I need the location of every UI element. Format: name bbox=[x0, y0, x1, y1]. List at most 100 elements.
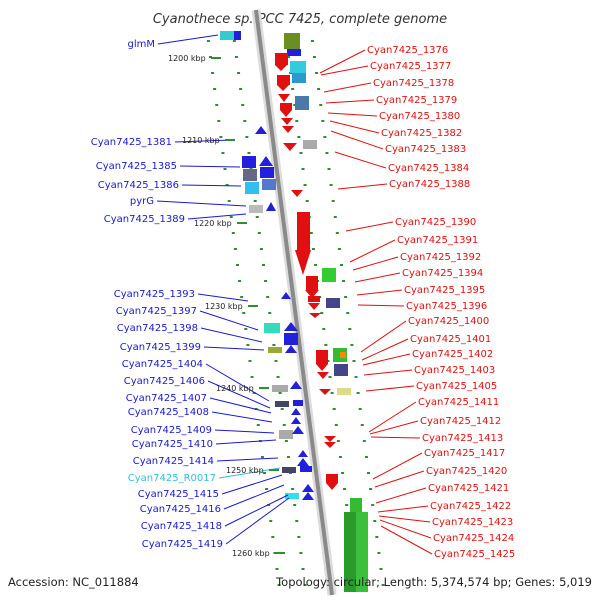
gene-label-left: Cyan7425_1399 bbox=[120, 342, 201, 353]
gene-feature bbox=[350, 498, 362, 512]
genome-backbone bbox=[251, 9, 337, 596]
gene-feature bbox=[326, 298, 340, 308]
gene-label-right: Cyan7425_1383 bbox=[385, 144, 466, 155]
gene-feature bbox=[277, 85, 289, 91]
gene-label-right: Cyan7425_1392 bbox=[400, 252, 481, 263]
gene-feature bbox=[255, 126, 267, 134]
gene-label-right: Cyan7425_1396 bbox=[406, 301, 487, 312]
gene-feature bbox=[291, 408, 301, 415]
gene-label-right: Cyan7425_1413 bbox=[422, 433, 503, 444]
gene-feature bbox=[264, 323, 280, 333]
gene-feature bbox=[279, 430, 293, 439]
gene-feature bbox=[275, 53, 288, 65]
gene-feature bbox=[324, 442, 336, 448]
gene-label-right: Cyan7425_1391 bbox=[397, 235, 478, 246]
gene-feature bbox=[305, 290, 319, 298]
gene-label-left: Cyan7425_1414 bbox=[133, 456, 214, 467]
gene-feature bbox=[303, 140, 317, 149]
gene-feature bbox=[291, 190, 303, 197]
gene-label-right: Cyan7425_1380 bbox=[379, 111, 460, 122]
gene-label-right: Cyan7425_1376 bbox=[367, 45, 448, 56]
gene-feature bbox=[295, 96, 309, 110]
gene-label-right: Cyan7425_1421 bbox=[428, 483, 509, 494]
gene-label-right: Cyan7425_1420 bbox=[426, 466, 507, 477]
gene-feature bbox=[316, 364, 328, 371]
gene-feature bbox=[302, 484, 314, 492]
gene-feature bbox=[293, 400, 303, 406]
gene-feature bbox=[290, 381, 302, 389]
gene-label-right: Cyan7425_1394 bbox=[402, 268, 483, 279]
gene-label-left: Cyan7425_1404 bbox=[122, 359, 203, 370]
gene-label-left: pyrG bbox=[130, 196, 154, 207]
gene-label-right: Cyan7425_1377 bbox=[370, 61, 451, 72]
gene-feature bbox=[297, 458, 309, 466]
gene-label-left: Cyan7425_1389 bbox=[104, 214, 185, 225]
gene-feature bbox=[268, 347, 282, 353]
gene-feature bbox=[290, 61, 306, 73]
gene-feature bbox=[319, 389, 331, 395]
gene-label-left: Cyan7425_R0017 bbox=[128, 473, 216, 484]
gene-label-right: Cyan7425_1411 bbox=[418, 397, 499, 408]
gene-feature bbox=[308, 303, 320, 310]
gene-feature bbox=[283, 143, 297, 151]
gene-label-right: Cyan7425_1405 bbox=[416, 381, 497, 392]
gene-feature bbox=[245, 182, 259, 194]
gene-feature bbox=[275, 65, 287, 71]
gene-feature bbox=[344, 512, 356, 592]
gene-feature bbox=[324, 436, 336, 442]
kbp-tick-label: 1200 kbp bbox=[168, 54, 206, 63]
gene-feature bbox=[262, 179, 276, 190]
gene-label-right: Cyan7425_1382 bbox=[381, 128, 462, 139]
gene-label-right: Cyan7425_1384 bbox=[388, 163, 469, 174]
gene-feature bbox=[260, 167, 274, 178]
gene-feature bbox=[317, 372, 329, 379]
gene-label-left: Cyan7425_1418 bbox=[141, 521, 222, 532]
gene-label-left: Cyan7425_1409 bbox=[131, 425, 212, 436]
gene-label-right: Cyan7425_1388 bbox=[389, 179, 470, 190]
gene-label-left: Cyan7425_1407 bbox=[126, 393, 207, 404]
gene-label-left: Cyan7425_1381 bbox=[91, 137, 172, 148]
gene-feature bbox=[292, 73, 306, 83]
gene-feature bbox=[266, 202, 276, 211]
kbp-tick-label: 1220 kbp bbox=[194, 219, 232, 228]
gene-feature bbox=[300, 466, 312, 472]
gene-feature bbox=[308, 296, 320, 302]
gene-feature bbox=[285, 493, 299, 499]
gene-label-right: Cyan7425_1390 bbox=[395, 217, 476, 228]
gene-label-right: Cyan7425_1400 bbox=[408, 316, 489, 327]
kbp-tick-label: 1230 kbp bbox=[205, 302, 243, 311]
gene-label-left: Cyan7425_1406 bbox=[124, 376, 205, 387]
gene-label-right: Cyan7425_1425 bbox=[434, 549, 515, 560]
gene-label-right: Cyan7425_1395 bbox=[404, 285, 485, 296]
gene-feature bbox=[281, 118, 293, 125]
gene-feature bbox=[280, 110, 292, 117]
gene-feature bbox=[298, 450, 308, 457]
gene-label-left: Cyan7425_1419 bbox=[142, 539, 223, 550]
gene-feature bbox=[272, 385, 288, 392]
gene-feature bbox=[326, 474, 338, 483]
gene-feature bbox=[334, 364, 348, 376]
kbp-scale: 1200 kbp 1210 kbp 1220 kbp 1230 kbp 1240 kbp… bbox=[168, 54, 285, 558]
gene-feature bbox=[337, 388, 351, 395]
gene-feature bbox=[291, 417, 301, 424]
gene-label-left: glmM bbox=[128, 39, 156, 50]
kbp-tick-label: 1250 kbp bbox=[226, 466, 264, 475]
gene-label-left: Cyan7425_1398 bbox=[117, 323, 198, 334]
gene-feature bbox=[340, 352, 346, 358]
gene-label-right: Cyan7425_1417 bbox=[424, 448, 505, 459]
gene-label-left: Cyan7425_1386 bbox=[98, 180, 179, 191]
gene-feature bbox=[297, 212, 310, 250]
gene-feature bbox=[220, 31, 234, 40]
gene-label-right: Cyan7425_1401 bbox=[410, 334, 491, 345]
gene-feature bbox=[259, 156, 273, 166]
gene-feature bbox=[242, 156, 256, 168]
right-leader-lines bbox=[319, 49, 433, 555]
gene-feature bbox=[275, 401, 289, 407]
gene-feature bbox=[316, 350, 328, 364]
gene-feature bbox=[243, 169, 257, 181]
gene-label-left: Cyan7425_1385 bbox=[96, 161, 177, 172]
gene-feature bbox=[292, 426, 304, 434]
kbp-tick-label: 1260 kbp bbox=[232, 549, 270, 558]
gene-feature bbox=[287, 49, 301, 56]
